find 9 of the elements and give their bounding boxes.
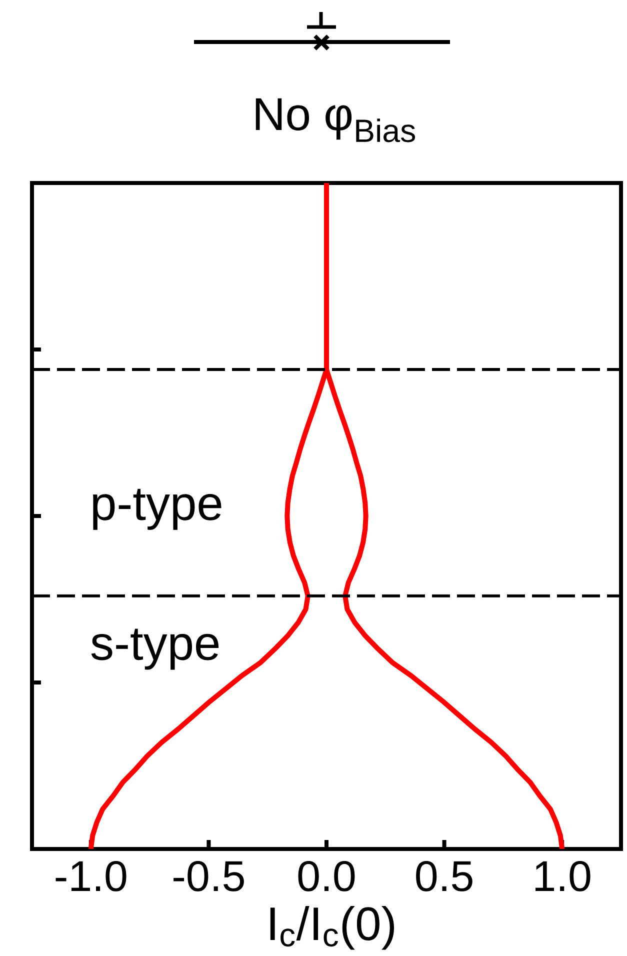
annotation: s-type [91,628,219,670]
chart-title: No φ$_{Bias}$ [256,98,416,142]
x-tick-label: 1.0 [535,860,590,892]
annotation: p-type [93,488,222,530]
x-tick-label: 0.5 [416,860,472,892]
x-tick-label: 0.0 [298,860,355,892]
x-tick-label: -1.0 [56,860,126,892]
x-axis-title: I$_{c}$/I$_{c}$(0) [270,906,394,950]
x-tick-label: -0.5 [174,860,244,892]
